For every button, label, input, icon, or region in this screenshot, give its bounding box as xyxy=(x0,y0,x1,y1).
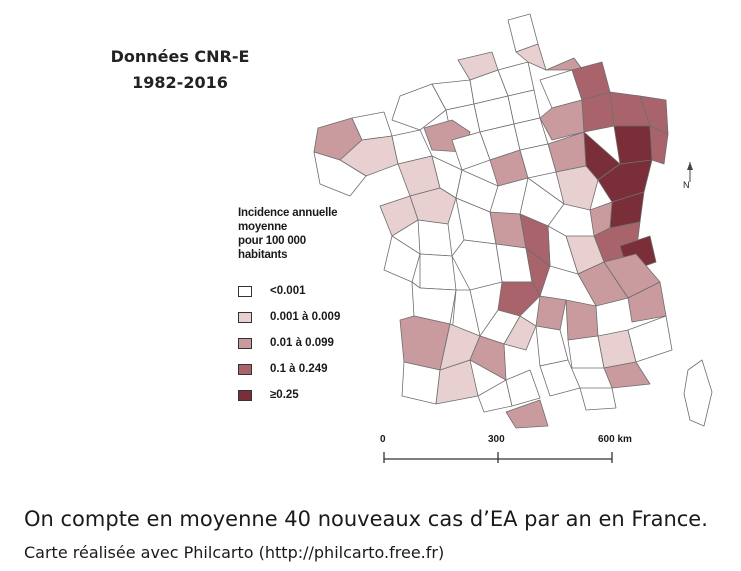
department-region xyxy=(497,281,541,317)
legend-title-line: Incidence annuelle xyxy=(238,207,338,219)
scale-bar xyxy=(383,452,613,463)
legend-swatch xyxy=(238,389,252,401)
legend-label: 0.1 à 0.249 xyxy=(270,363,328,375)
department-region xyxy=(535,325,569,367)
legend-title: Incidence annuelle moyenne pour 100 000 … xyxy=(238,206,388,262)
legend-item: 0.01 à 0.099 xyxy=(238,330,388,356)
legend-swatch xyxy=(238,311,252,323)
department-region xyxy=(613,125,653,165)
department-region xyxy=(535,295,567,331)
legend-item: ≥0.25 xyxy=(238,382,388,408)
department-region xyxy=(505,399,549,429)
department-region xyxy=(627,315,673,363)
legend-item: <0.001 xyxy=(238,278,388,304)
scale-label-600: 600 km xyxy=(598,434,632,445)
map-legend: Incidence annuelle moyenne pour 100 000 … xyxy=(238,206,388,408)
legend-item: 0.001 à 0.009 xyxy=(238,304,388,330)
north-label: N xyxy=(683,180,690,190)
department-region xyxy=(555,165,599,211)
department-region xyxy=(411,281,457,325)
north-arrow-icon: N xyxy=(682,160,698,194)
caption-credit: Carte réalisée avec Philcarto (http://ph… xyxy=(24,543,445,562)
department-region xyxy=(579,387,617,411)
department-region xyxy=(417,219,453,257)
legend-label: 0.001 à 0.009 xyxy=(270,311,341,323)
legend-list: <0.001 0.001 à 0.009 0.01 à 0.099 0.1 à … xyxy=(238,278,388,408)
legend-swatch xyxy=(238,363,252,375)
legend-label: <0.001 xyxy=(270,285,306,297)
department-region xyxy=(505,369,541,407)
department-region xyxy=(457,51,499,81)
department-region xyxy=(649,125,669,165)
department-region xyxy=(603,361,651,389)
scale-label-300: 300 xyxy=(488,434,505,445)
map-title: Données CNR-E 1982-2016 xyxy=(70,44,290,96)
caption-main: On compte en moyenne 40 nouveaux cas d’E… xyxy=(24,507,708,531)
department-region xyxy=(391,83,447,131)
map-title-period: 1982-2016 xyxy=(132,73,228,92)
legend-swatch xyxy=(238,337,252,349)
legend-swatch xyxy=(238,285,252,297)
legend-label: ≥0.25 xyxy=(270,389,299,401)
scale-label-0: 0 xyxy=(380,434,386,445)
map-title-source: Données CNR-E xyxy=(110,47,250,66)
department-region xyxy=(419,253,457,291)
legend-title-line: habitants xyxy=(238,249,288,261)
department-region xyxy=(383,235,421,283)
france-choropleth-map xyxy=(313,13,713,463)
department-region xyxy=(313,151,367,197)
departments-layer xyxy=(313,13,713,429)
department-region xyxy=(597,159,653,203)
department-region xyxy=(379,195,419,237)
department-region xyxy=(451,131,491,171)
legend-title-line: pour 100 000 xyxy=(238,235,306,247)
legend-label: 0.01 à 0.099 xyxy=(270,337,334,349)
department-region xyxy=(683,359,713,427)
legend-title-line: moyenne xyxy=(238,221,288,233)
legend-item: 0.1 à 0.249 xyxy=(238,356,388,382)
department-region xyxy=(451,239,503,291)
map-caption: On compte en moyenne 40 nouveaux cas d’E… xyxy=(24,503,724,569)
department-region xyxy=(565,299,599,341)
